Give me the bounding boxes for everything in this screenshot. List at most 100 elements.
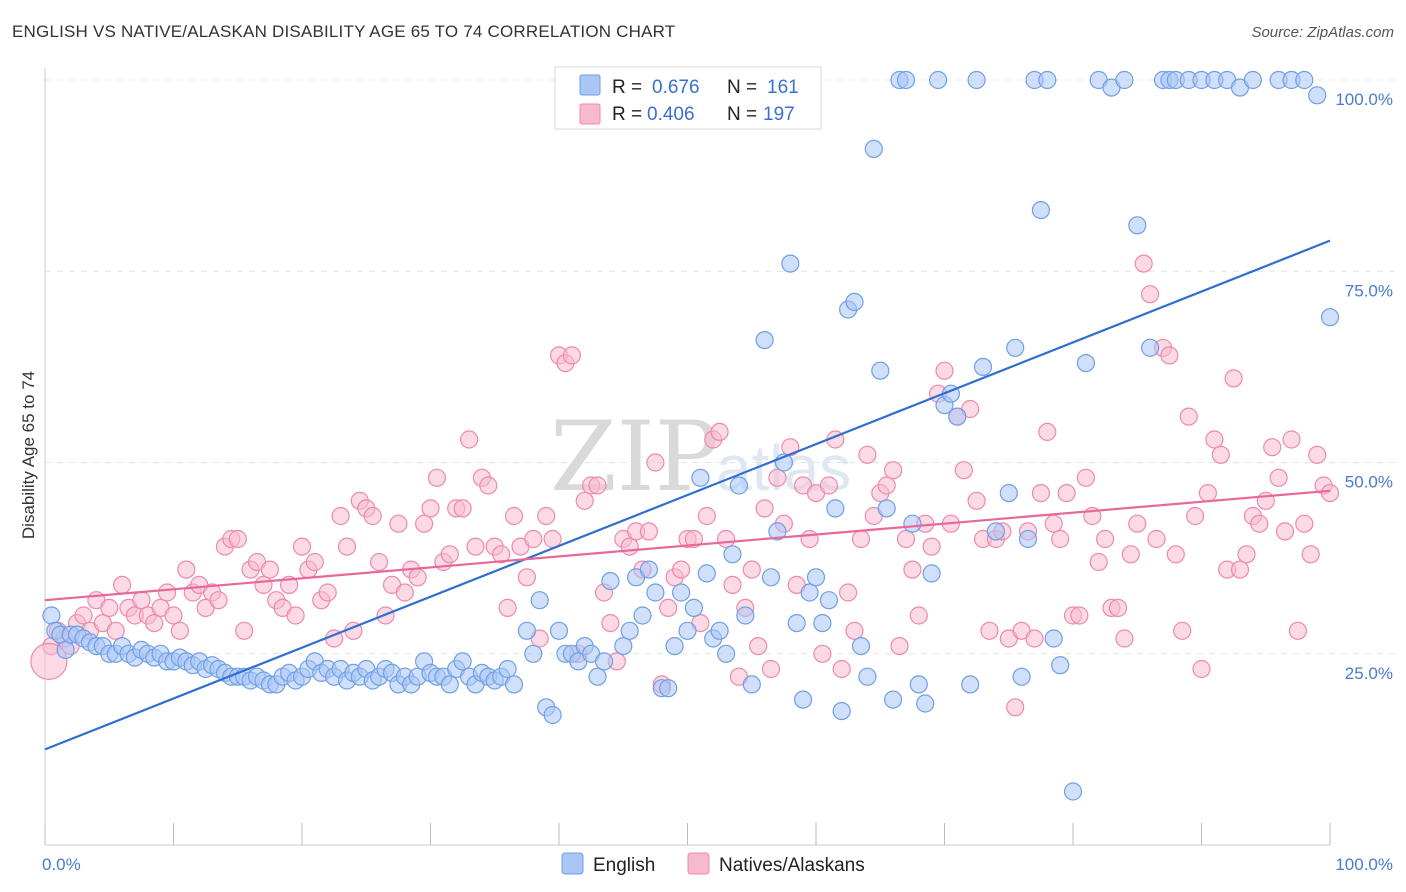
point-natives-74 bbox=[517, 568, 537, 587]
point-english-157 bbox=[1115, 70, 1134, 90]
point-english-131 bbox=[896, 70, 916, 90]
legend-n-label-english: N = bbox=[727, 77, 757, 98]
point-natives-127 bbox=[858, 445, 877, 464]
point-natives-113 bbox=[768, 468, 787, 487]
point-natives-71 bbox=[498, 598, 517, 618]
legend-box: R = 0.676 N = 161 R = 0.406 N = 197 bbox=[554, 66, 822, 130]
point-english-108 bbox=[742, 675, 761, 694]
point-natives-93 bbox=[639, 522, 659, 541]
trend-lines bbox=[44, 239, 1331, 751]
point-natives-104 bbox=[710, 422, 729, 441]
point-english-125 bbox=[858, 667, 877, 686]
point-english-111 bbox=[768, 522, 787, 541]
legend-swatch-natives bbox=[579, 103, 601, 125]
point-natives-50 bbox=[363, 506, 382, 526]
point-natives-161 bbox=[1076, 468, 1096, 487]
point-natives-156 bbox=[1044, 514, 1063, 533]
point-english-152 bbox=[1051, 656, 1070, 675]
legend-swatch-english bbox=[579, 74, 601, 96]
point-natives-77 bbox=[537, 506, 556, 526]
point-english-172 bbox=[1308, 86, 1327, 105]
point-english-101 bbox=[697, 564, 716, 583]
point-natives-188 bbox=[1250, 514, 1269, 533]
point-english-88 bbox=[614, 636, 633, 656]
point-natives-66 bbox=[466, 537, 485, 556]
point-natives-174 bbox=[1160, 346, 1179, 365]
point-natives-46 bbox=[337, 537, 357, 556]
point-natives-70 bbox=[492, 545, 511, 564]
point-natives-11 bbox=[112, 575, 132, 595]
point-natives-193 bbox=[1282, 430, 1301, 449]
point-english-133 bbox=[909, 675, 928, 694]
point-english-98 bbox=[678, 621, 697, 640]
point-english-100 bbox=[691, 468, 710, 487]
point-natives-121 bbox=[819, 476, 839, 495]
point-natives-170 bbox=[1134, 254, 1153, 273]
point-natives-137 bbox=[922, 537, 941, 556]
point-natives-130 bbox=[877, 476, 896, 495]
point-english-87 bbox=[601, 571, 620, 591]
point-english-0 bbox=[42, 606, 61, 625]
point-natives-144 bbox=[967, 491, 986, 510]
point-natives-171 bbox=[1140, 285, 1160, 304]
point-english-147 bbox=[1018, 529, 1038, 549]
trend-line-natives bbox=[44, 489, 1331, 602]
point-natives-81 bbox=[562, 346, 582, 365]
point-natives-85 bbox=[588, 476, 607, 495]
point-natives-65 bbox=[460, 430, 479, 449]
y-tick-labels: 25.0% 50.0% 75.0% 100.0% bbox=[1335, 90, 1393, 683]
point-natives-90 bbox=[620, 537, 639, 556]
point-natives-41 bbox=[305, 552, 324, 572]
point-natives-139 bbox=[935, 361, 954, 380]
point-english-74 bbox=[517, 621, 537, 640]
watermark-zip: ZIP bbox=[550, 401, 719, 513]
point-natives-33 bbox=[254, 575, 273, 595]
point-english-95 bbox=[659, 679, 678, 698]
point-english-75 bbox=[524, 644, 543, 663]
y-tick-label-3: 100.0% bbox=[1335, 90, 1393, 109]
point-english-114 bbox=[787, 613, 806, 633]
point-english-119 bbox=[819, 591, 839, 610]
point-english-113 bbox=[781, 254, 800, 273]
point-natives-110 bbox=[749, 636, 768, 656]
point-natives-142 bbox=[954, 461, 973, 480]
point-natives-168 bbox=[1121, 545, 1140, 564]
point-natives-197 bbox=[1308, 445, 1327, 464]
point-english-91 bbox=[633, 606, 652, 625]
point-natives-10 bbox=[106, 621, 125, 640]
point-english-65 bbox=[453, 652, 472, 671]
point-natives-5 bbox=[74, 606, 93, 625]
point-english-3 bbox=[56, 640, 75, 660]
point-english-135 bbox=[922, 564, 941, 583]
point-english-150 bbox=[1038, 70, 1057, 90]
point-natives-54 bbox=[389, 514, 408, 533]
point-natives-180 bbox=[1198, 484, 1218, 503]
point-natives-21 bbox=[177, 560, 196, 579]
point-english-141 bbox=[967, 70, 986, 90]
point-natives-39 bbox=[292, 537, 312, 556]
point-english-76 bbox=[530, 591, 549, 610]
point-english-139 bbox=[948, 407, 967, 426]
point-natives-132 bbox=[890, 636, 909, 656]
point-natives-62 bbox=[440, 545, 459, 564]
point-english-89 bbox=[620, 621, 639, 640]
point-natives-190 bbox=[1263, 438, 1282, 457]
legend-n-value-natives: 197 bbox=[763, 104, 795, 125]
point-english-173 bbox=[1320, 308, 1340, 327]
point-natives-146 bbox=[980, 621, 999, 640]
point-natives-43 bbox=[318, 583, 337, 602]
point-english-116 bbox=[800, 583, 819, 602]
point-natives-68 bbox=[479, 476, 498, 495]
point-english-105 bbox=[723, 545, 742, 564]
point-natives-125 bbox=[845, 621, 864, 640]
point-english-134 bbox=[916, 694, 935, 713]
point-natives-106 bbox=[723, 575, 742, 595]
point-natives-135 bbox=[909, 606, 928, 625]
point-natives-157 bbox=[1051, 529, 1070, 549]
x-tick-label-0: 0.0% bbox=[42, 855, 81, 874]
legend-n-label-natives: N = bbox=[727, 104, 757, 125]
point-english-63 bbox=[440, 675, 459, 694]
point-natives-194 bbox=[1288, 621, 1308, 640]
point-natives-16 bbox=[145, 613, 164, 633]
point-natives-191 bbox=[1269, 468, 1288, 487]
